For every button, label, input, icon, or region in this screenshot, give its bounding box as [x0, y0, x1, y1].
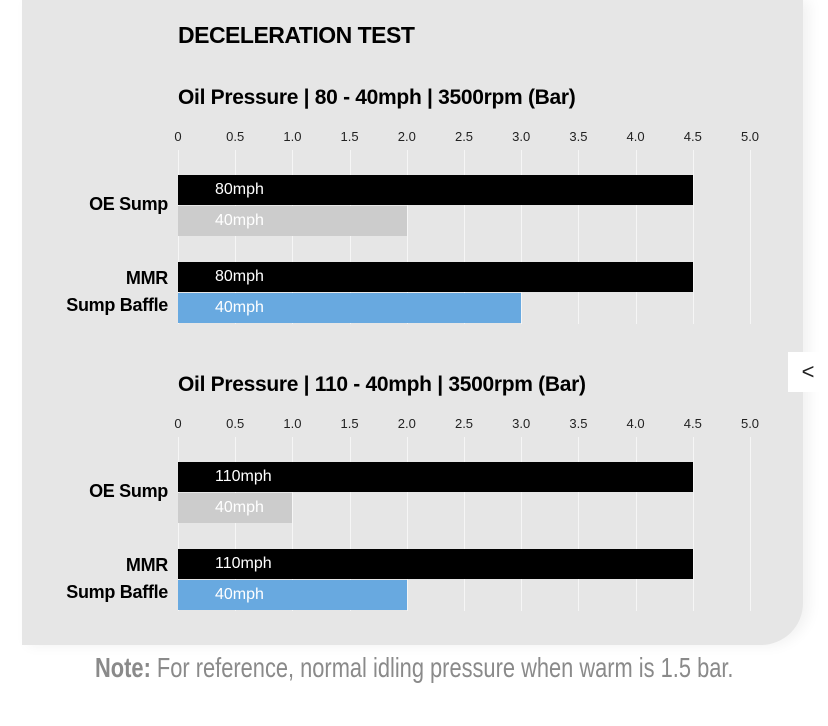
gridline — [750, 437, 751, 611]
gridline — [235, 437, 237, 611]
tick-label: 3.5 — [569, 416, 588, 431]
gridline — [578, 437, 580, 611]
gridline — [178, 437, 179, 611]
tick-label: 0 — [174, 416, 182, 431]
bar-40mph: 40mph — [178, 580, 407, 610]
tick-label: 3.5 — [569, 129, 588, 144]
bar-label: 110mph — [215, 468, 272, 485]
tick-label: 2.5 — [454, 129, 474, 144]
bar-110mph: 110mph — [178, 549, 693, 579]
tick-label: 1.5 — [340, 129, 359, 144]
tick-label: 3.0 — [512, 129, 531, 144]
note-text: For reference, normal idling pressure wh… — [150, 652, 734, 683]
tick-label: 5.0 — [740, 416, 760, 431]
collapse-button[interactable]: < — [788, 352, 828, 392]
bar-label: 40mph — [215, 299, 264, 316]
gridline — [178, 150, 179, 324]
gridline — [521, 437, 523, 611]
bar-label: 40mph — [215, 586, 264, 603]
tick-label: 4.0 — [626, 416, 645, 431]
tick-label: 5.0 — [740, 129, 760, 144]
gridline — [578, 150, 580, 324]
gridline — [292, 437, 294, 611]
gridline — [635, 150, 637, 324]
gridline — [464, 150, 465, 324]
gridline — [292, 150, 294, 324]
tick-label: 0.5 — [226, 129, 245, 144]
bar-label: 110mph — [215, 555, 272, 572]
tick-label: 4.0 — [626, 129, 645, 144]
gridline — [692, 150, 694, 324]
bar-40mph: 40mph — [178, 293, 522, 323]
gridline — [406, 150, 408, 324]
tick-label: 1.0 — [283, 129, 302, 144]
tick-label: 2.5 — [454, 416, 474, 431]
bar-label: 80mph — [215, 181, 264, 198]
chevron-left-icon: < — [801, 359, 815, 384]
note: Note: For reference, normal idling press… — [0, 652, 828, 684]
tick-label: 1.5 — [340, 416, 359, 431]
tick-label: 1.0 — [283, 416, 302, 431]
category-label: MMR Sump Baffle — [66, 555, 168, 602]
bar-40mph: 40mph — [178, 206, 407, 236]
tick-label: 3.0 — [512, 416, 531, 431]
category-label: MMR Sump Baffle — [66, 268, 168, 315]
gridline — [464, 437, 465, 611]
chart-title: Oil Pressure | 110 - 40mph | 3500rpm (Ba… — [178, 373, 586, 396]
tick-label: 0 — [174, 129, 182, 144]
gridline — [692, 437, 694, 611]
category-label: OE Sump — [89, 194, 168, 214]
category-label: OE Sump — [89, 481, 168, 501]
main-title: DECELERATION TEST — [178, 22, 415, 48]
tick-label: 4.5 — [683, 129, 702, 144]
gridline — [635, 437, 637, 611]
gridline — [750, 150, 751, 324]
gridline — [521, 150, 523, 324]
gridline — [349, 150, 351, 324]
gridline — [235, 150, 237, 324]
tick-label: 4.5 — [683, 416, 702, 431]
tick-label: 0.5 — [226, 416, 245, 431]
bar-80mph: 80mph — [178, 175, 693, 205]
note-label: Note: — [94, 652, 151, 683]
bar-label: 40mph — [215, 212, 264, 229]
tick-label: 2.0 — [397, 129, 416, 144]
chart-title: Oil Pressure | 80 - 40mph | 3500rpm (Bar… — [178, 86, 576, 109]
bar-80mph: 80mph — [178, 262, 693, 292]
gridline — [349, 437, 351, 611]
bar-label: 40mph — [215, 499, 264, 516]
gridline — [406, 437, 408, 611]
bar-40mph: 40mph — [178, 493, 293, 523]
tick-label: 2.0 — [397, 416, 416, 431]
bar-label: 80mph — [215, 268, 264, 285]
bar-110mph: 110mph — [178, 462, 693, 492]
